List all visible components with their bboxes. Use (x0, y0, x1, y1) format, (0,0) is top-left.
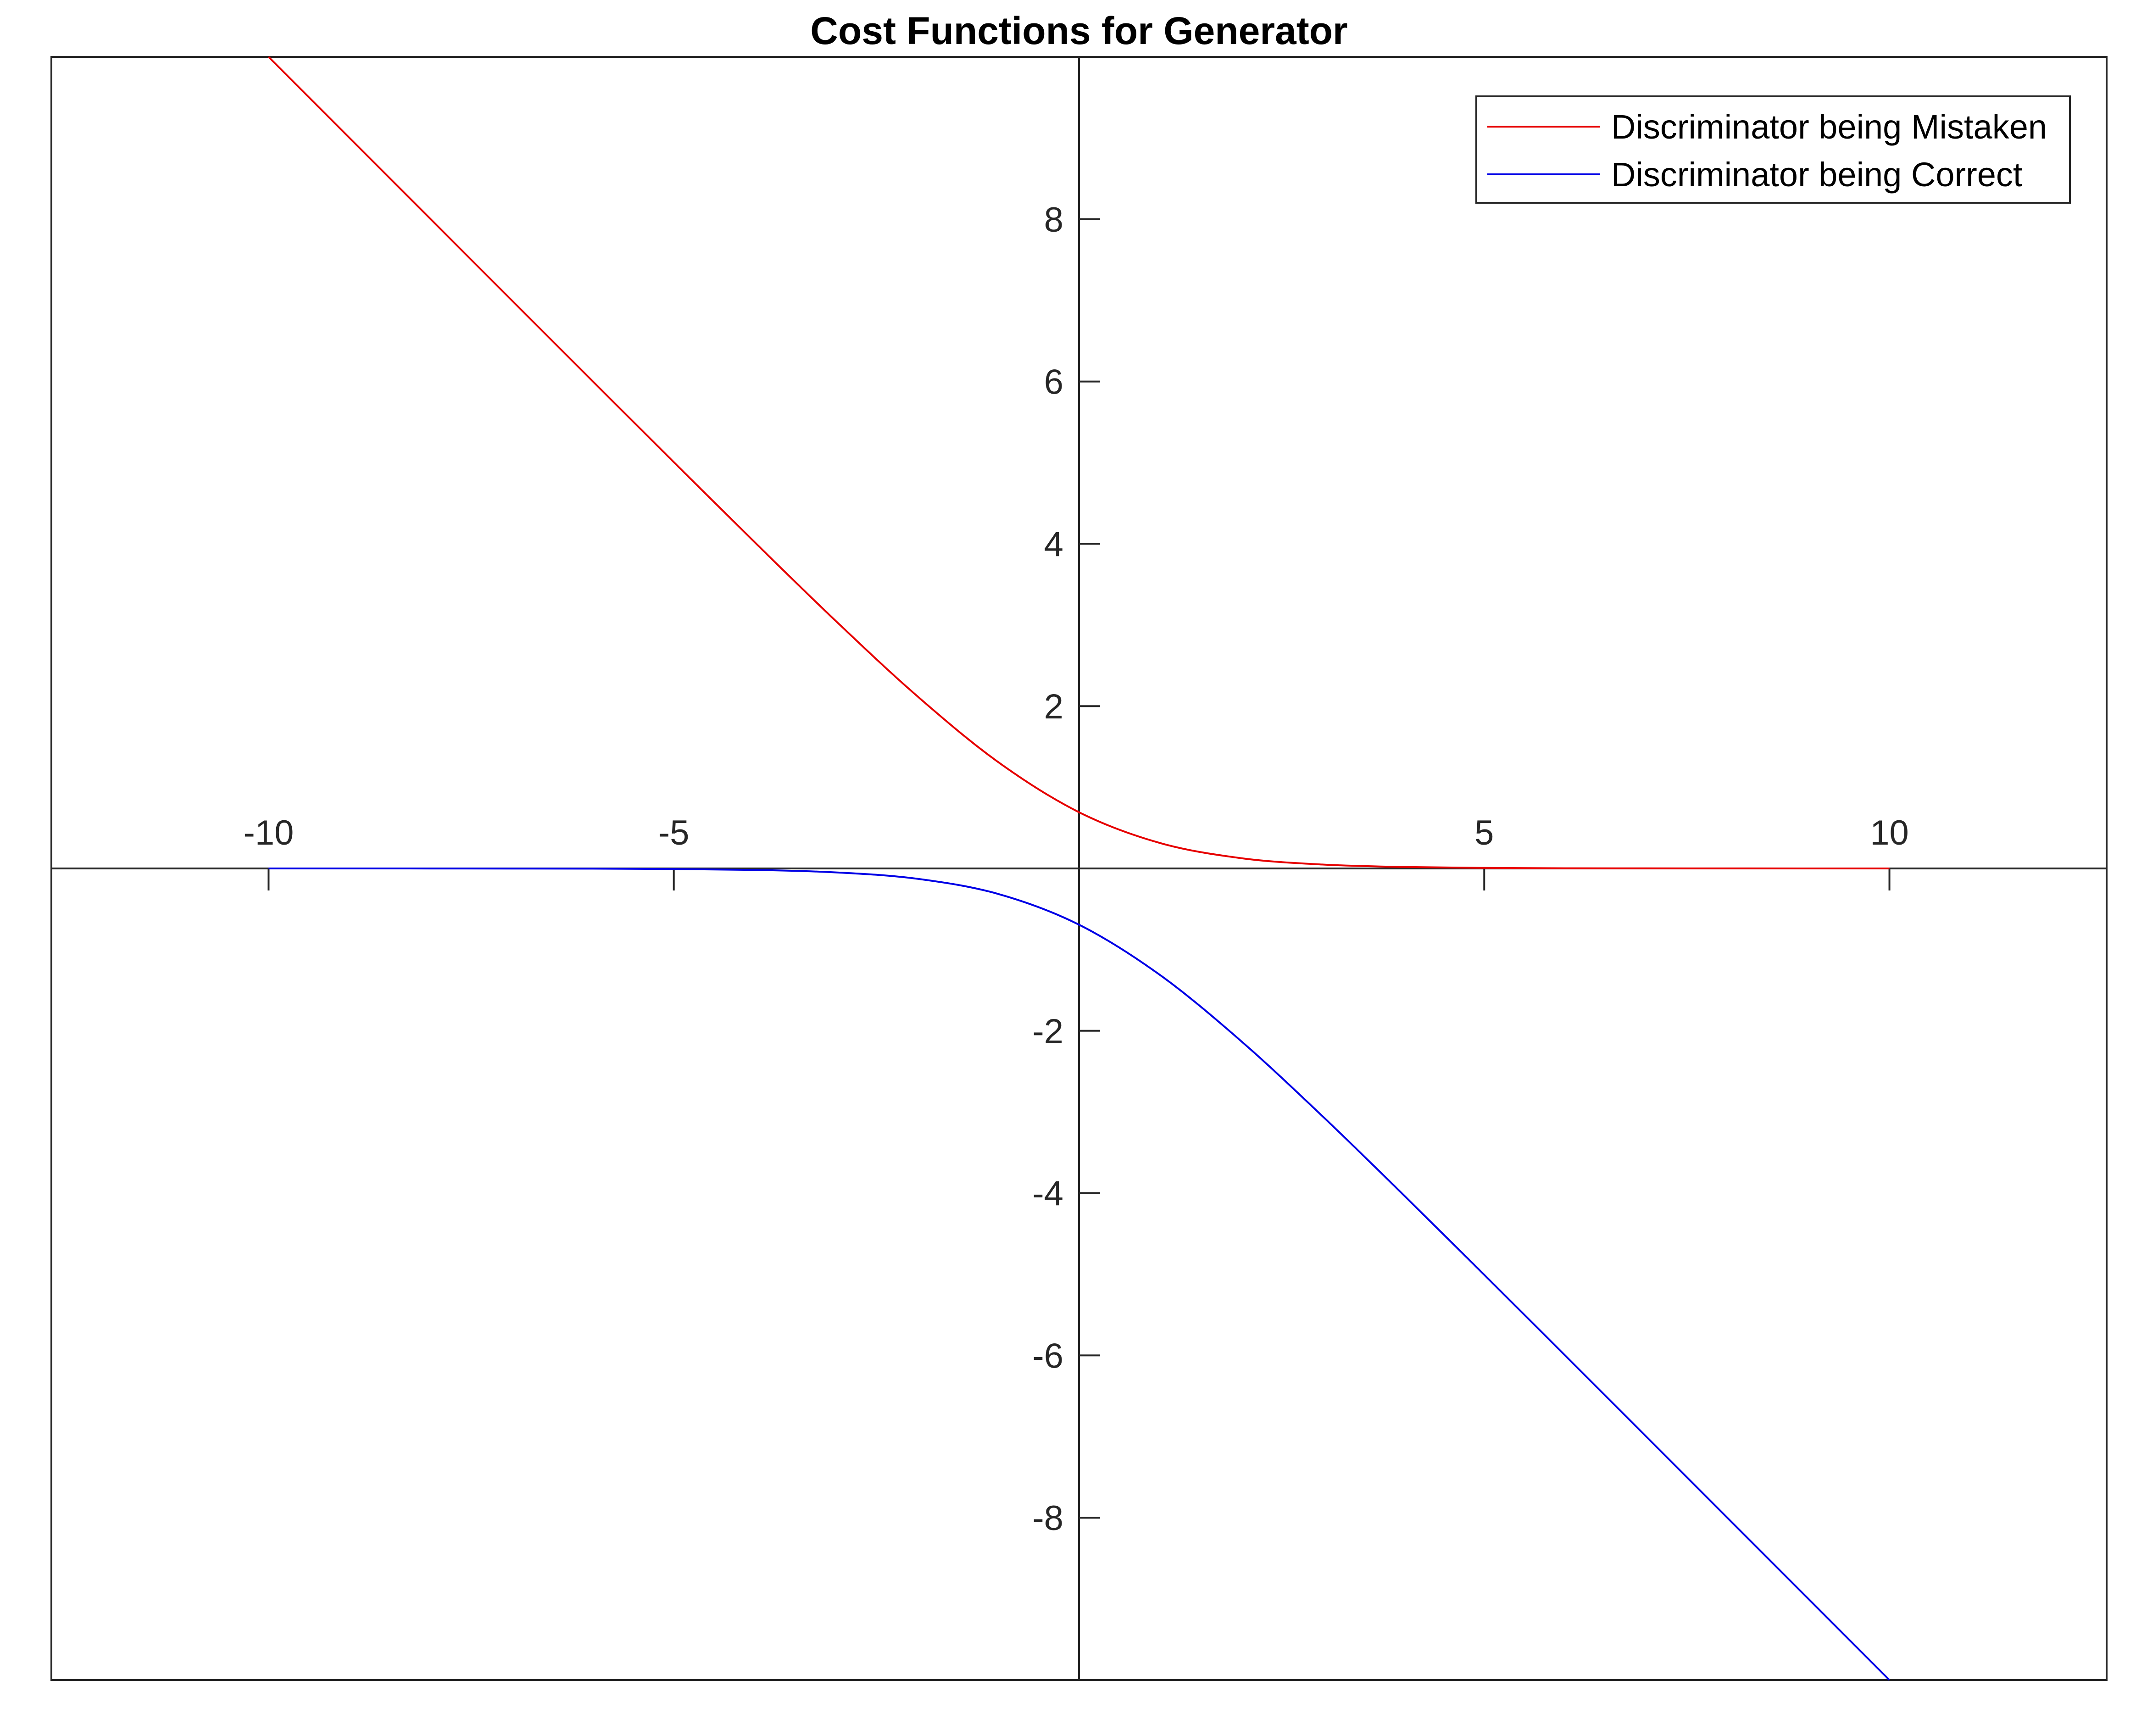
x-tick-label: -10 (244, 813, 294, 852)
series-layer (267, 56, 1891, 1681)
legend: Discriminator being Mistaken Discriminat… (1475, 95, 2071, 204)
y-tick-label: 2 (1044, 687, 1063, 726)
x-tick-label: -5 (658, 813, 690, 852)
legend-box (1475, 95, 2071, 204)
y-tick-label: 4 (1044, 525, 1063, 564)
y-tick-label: 8 (1044, 200, 1063, 239)
x-tick-label: 5 (1474, 813, 1494, 852)
y-tick-label: -6 (1032, 1336, 1063, 1375)
x-tick-label: 10 (1870, 813, 1909, 852)
y-tick-label: 6 (1044, 363, 1063, 402)
ticks-layer: -10 -5 5 10 -8 -6 -4 -2 2 4 6 8 (244, 200, 1909, 1538)
y-tick-label: -2 (1032, 1012, 1063, 1051)
y-tick-label: -8 (1032, 1499, 1063, 1538)
legend-label-mistaken: Discriminator being Mistaken (1611, 108, 2047, 146)
chart-title: Cost Functions for Generator (810, 9, 1347, 52)
legend-label-correct: Discriminator being Correct (1611, 156, 2023, 194)
y-tick-label: -4 (1032, 1174, 1063, 1213)
series-line-correct (268, 867, 1891, 1681)
series-line-mistaken (267, 56, 1890, 870)
